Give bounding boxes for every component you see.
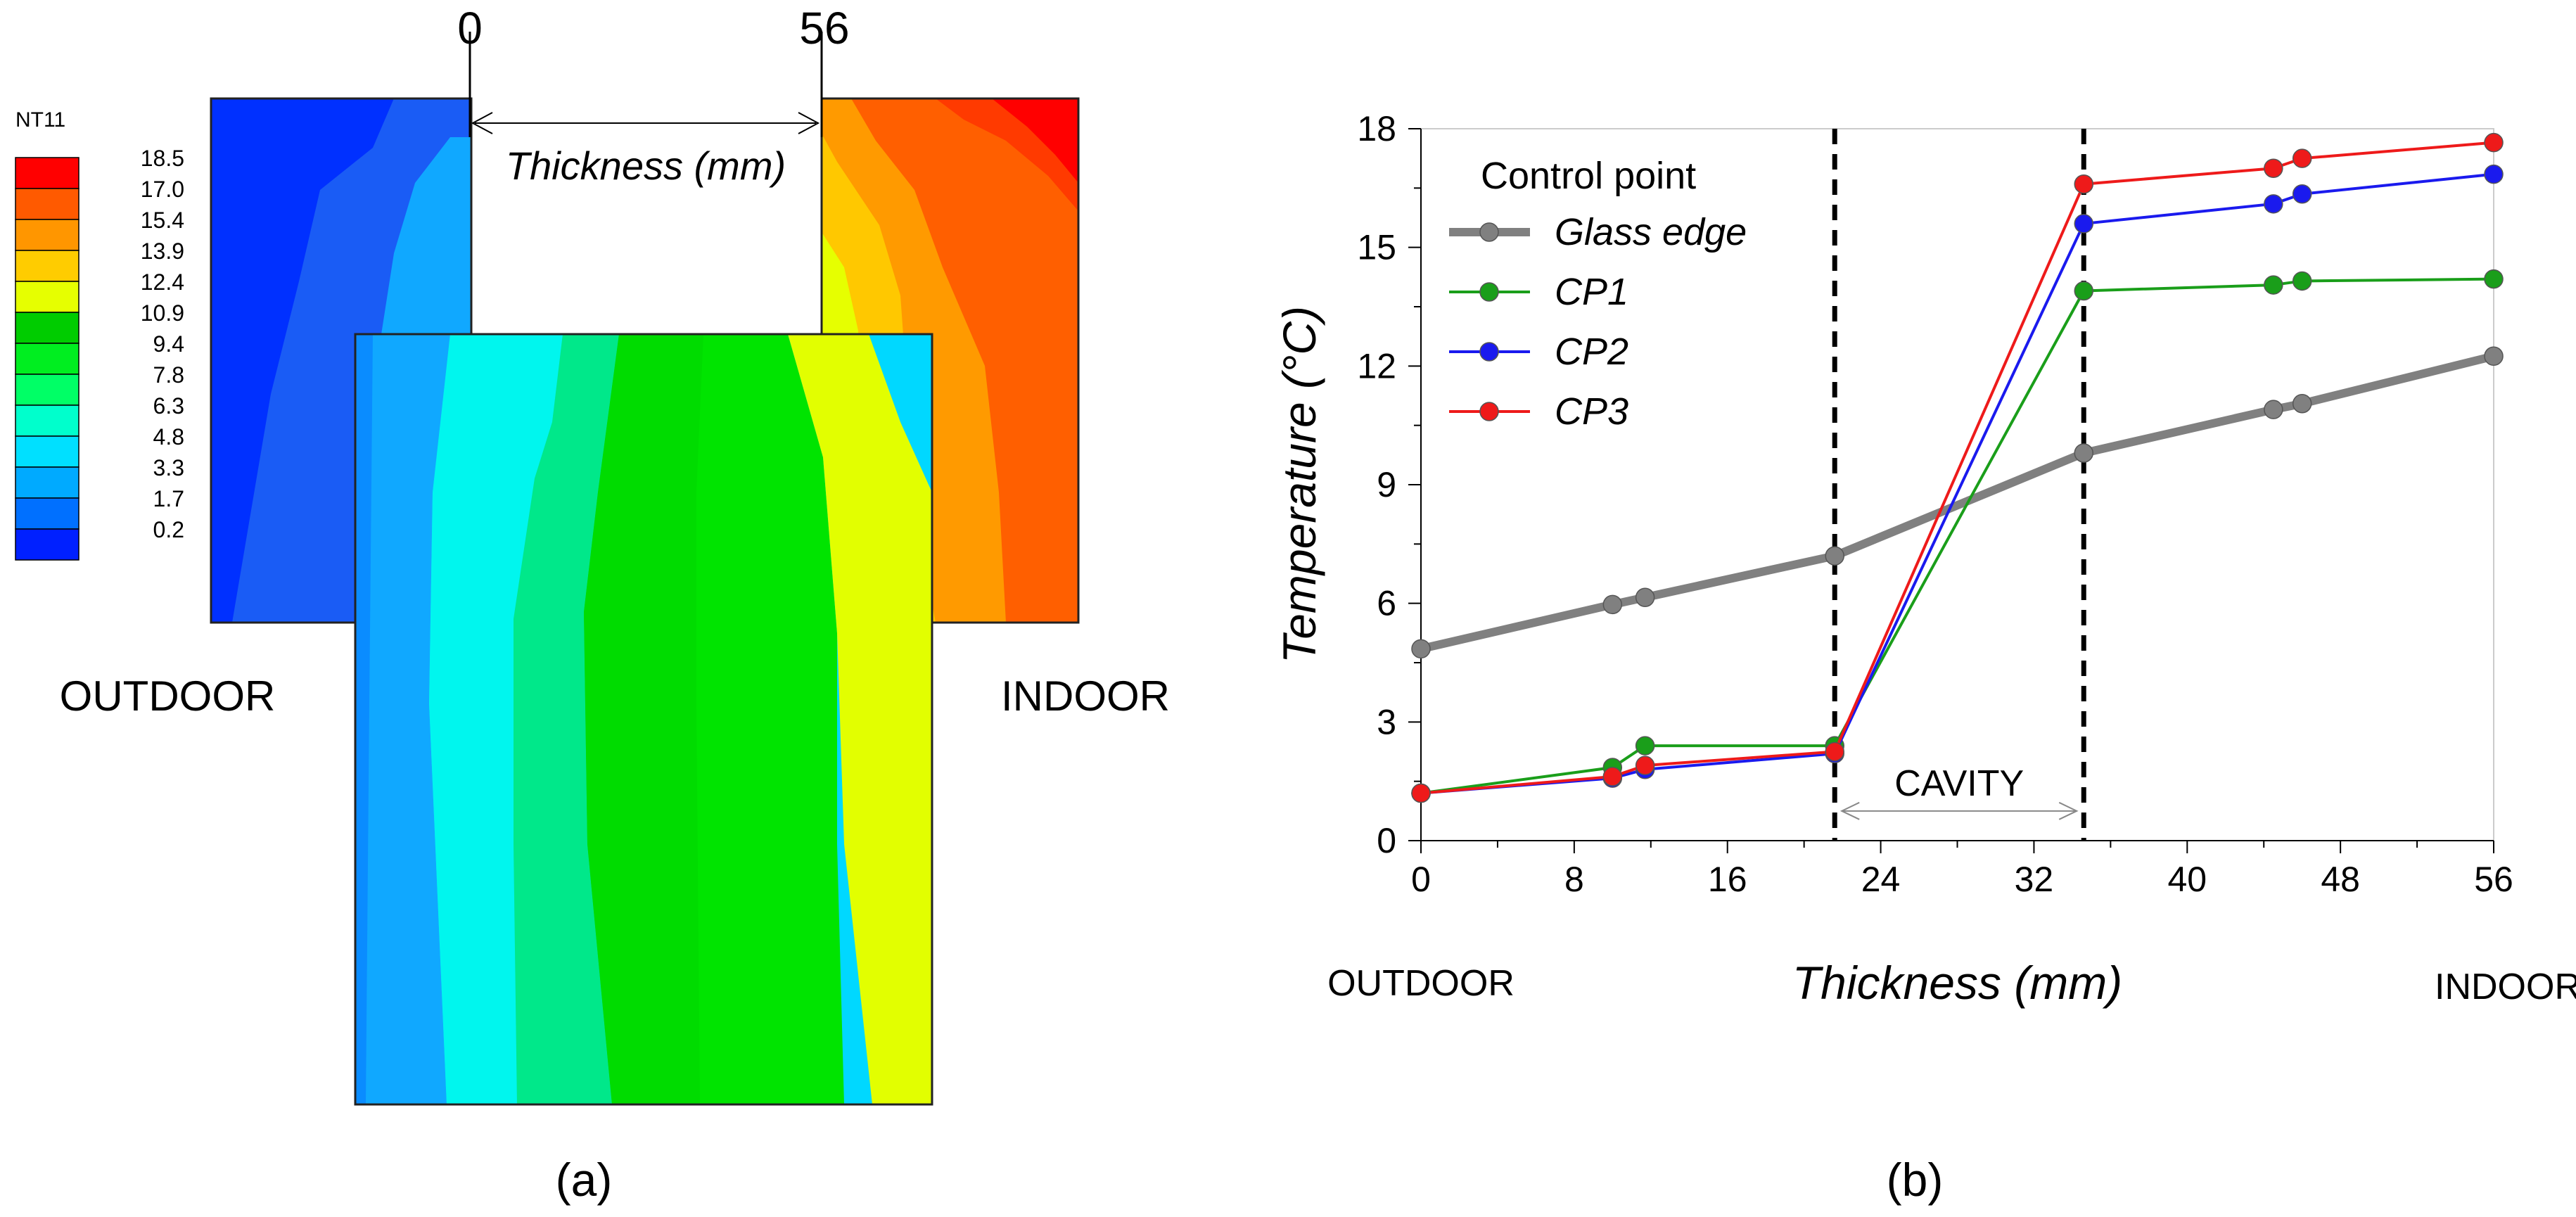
legend-a-swatch [15,219,79,251]
data-point [2292,184,2312,204]
label-0: 0 [457,3,483,53]
legend-a-title: NT11 [15,108,65,132]
legend-a-swatch [15,281,79,313]
legend-a-value: 0.2 [153,517,184,542]
legend-a-value: 12.4 [141,269,184,295]
legend-a-value: 6.3 [153,393,184,419]
series-line [1420,172,2494,795]
data-point [2484,346,2504,367]
legend-a-swatch [15,343,79,375]
data-point [1825,546,1844,566]
data-point [2292,148,2312,168]
legend-a-swatch [15,404,79,437]
legend-a-value: 3.3 [153,455,184,480]
data-point [2074,443,2093,463]
data-point [1635,587,1655,607]
data-point [2484,269,2504,289]
cavity-arrowhead [1839,801,1860,820]
caption-a: (a) [556,1154,613,1206]
x-tick-label: 0 [1411,860,1431,899]
y-tick-label: 6 [1377,584,1396,623]
data-point [2484,164,2504,184]
legend-b-entry: CP3 [1555,390,1628,433]
data-point [2074,281,2093,301]
legend-a-swatch [15,312,79,344]
outdoor-label-a: OUTDOOR [60,673,276,720]
legend-a-swatch [15,374,79,406]
legend-b-marker [1479,282,1499,302]
x-tick-label: 16 [1708,860,1747,899]
indoor-label-b: INDOOR [2435,967,2576,1007]
legend-b-marker [1479,342,1499,362]
data-point [2264,194,2283,214]
legend-b-entry: CP2 [1555,331,1628,373]
zoom-section [354,333,933,1106]
legend-a-value: 13.9 [141,238,184,264]
dimension-label: Thickness (mm) [506,144,786,188]
panel-b: 0 8 16 24 32 40 48 56 0 3 6 9 12 15 18 Thickness (mm) Te… [1273,109,2576,1206]
legend-a-value: 1.7 [153,486,184,511]
data-point [2484,132,2504,153]
data-point [2074,174,2093,194]
data-point [1635,736,1655,756]
legend-a-value: 4.8 [153,424,184,450]
legend-a-value: 9.4 [153,331,184,357]
legend-a-swatch [15,188,79,220]
data-point [2292,271,2312,291]
legend-a-swatch [15,250,79,282]
label-56: 56 [799,3,849,53]
x-tick-label: 40 [2167,860,2207,899]
indoor-label-a: INDOOR [1001,673,1170,720]
line-chart: 0 8 16 24 32 40 48 56 0 3 6 9 12 15 18 Thickness (mm) Te… [1273,109,2576,1009]
legend-b-title: Control point [1481,155,1696,197]
x-tick-label: 48 [2321,860,2360,899]
data-point [2264,158,2283,178]
legend-b-entry: CP1 [1555,271,1628,313]
x-axis-label: Thickness (mm) [1792,957,2122,1009]
x-tick-label: 24 [1861,860,1901,899]
legend-a-value: 7.8 [153,362,184,388]
y-tick-label: 18 [1357,109,1396,148]
data-point [1825,741,1844,762]
data-point [1411,783,1431,803]
data-point [2074,214,2093,234]
data-point [2264,275,2283,295]
legend-b-marker [1479,222,1499,242]
data-point [1602,594,1623,615]
x-tick-label: 56 [2474,860,2513,899]
cavity-label: CAVITY [1894,763,2024,804]
caption-b: (b) [1887,1154,1944,1206]
data-point [2264,400,2283,419]
legend-a: 18.5 17.0 15.4 13.9 12.4 10.9 9.4 7.8 6.3 4.8 3.3 1… [15,146,184,561]
legend-a-value: 17.0 [141,177,184,202]
cavity-arrowhead [2058,801,2079,820]
legend-a-value: 18.5 [141,146,184,171]
data-point [1635,756,1655,775]
panel-a: NT11 18.5 17.0 15.4 13.9 12.4 10.9 9.4 7.8 6.3 4.… [15,3,1170,1206]
legend-a-swatch [15,528,79,561]
legend-b-marker [1479,402,1499,421]
legend-a-value: 10.9 [141,300,184,326]
y-tick-label: 3 [1377,702,1396,741]
legend-b-entry: Glass edge [1555,211,1747,253]
y-tick-label: 12 [1357,346,1396,386]
data-point [2292,393,2312,414]
legend-a-value: 15.4 [141,208,184,233]
legend-a-swatch [15,497,79,530]
x-tick-label: 8 [1564,860,1584,899]
outdoor-label-b: OUTDOOR [1327,963,1515,1004]
x-tick-label: 32 [2015,860,2054,899]
y-tick-label: 9 [1377,465,1396,504]
y-axis-label: Temperature (°C) [1273,306,1325,663]
data-point [1411,639,1431,659]
data-point [1602,767,1623,786]
y-tick-label: 15 [1357,228,1396,267]
legend-a-swatch [15,435,79,468]
legend-a-swatch [15,157,79,189]
legend-a-swatch [15,466,79,499]
y-tick-label: 0 [1377,821,1396,860]
